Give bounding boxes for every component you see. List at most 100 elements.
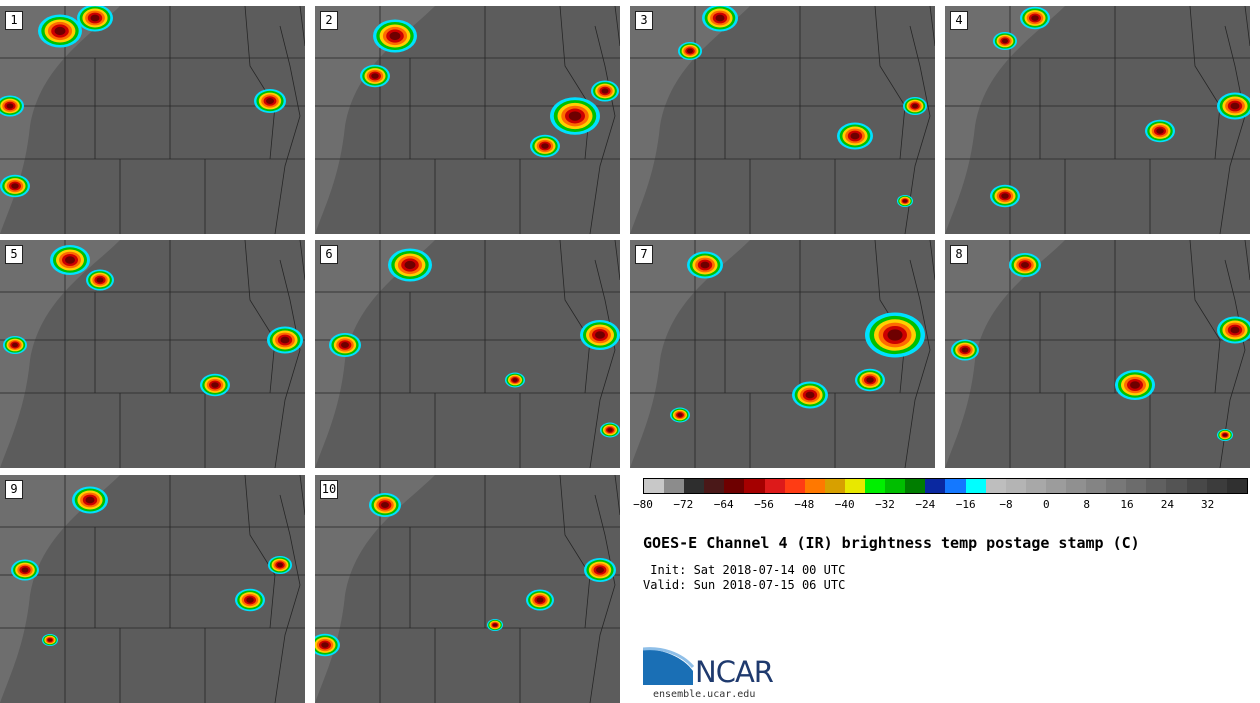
cloud-cover [315,6,435,234]
storm-cell [951,339,979,361]
storm-contour [715,14,725,22]
member-panel-4: 4 [945,6,1250,234]
cloud-cover [630,6,750,234]
state-boundary [274,25,301,234]
state-boundary [244,240,276,394]
storm-cell [38,14,82,48]
member-panel-7: 7 [630,240,935,468]
satellite-map [0,475,305,703]
storm-cell [72,486,108,514]
state-boundary [904,259,931,468]
state-boundary [1219,25,1246,234]
colorbar-tick: −64 [713,498,734,511]
colorbar-swatch [764,479,785,493]
storm-contour [90,14,100,22]
colorbar-swatch [724,479,745,493]
panel-number: 10 [320,480,338,499]
colorbar-tick: −24 [915,498,936,511]
cloud-cover [315,475,435,703]
storm-cell [1009,253,1041,277]
panel-number: 8 [950,245,968,264]
state-boundary [614,475,620,516]
storm-contour [85,496,95,504]
colorbar-swatch [945,479,966,493]
storm-contour [1021,262,1029,268]
storm-contour [541,143,549,149]
state-boundary [1189,6,1221,160]
storm-contour [687,48,693,54]
state-boundary [559,475,591,629]
storm-contour [512,378,518,382]
colorbar-swatch [1065,479,1087,493]
storm-cell [329,333,361,357]
storm-contour [96,277,104,283]
colorbar-tick: 32 [1201,498,1215,511]
storm-contour [493,623,497,627]
storm-contour [280,336,290,344]
colorbar-swatch [1166,479,1187,493]
state-boundary [904,25,931,234]
satellite-map [315,475,620,703]
colorbar-tick: 24 [1160,498,1174,511]
colorbar-swatch [644,479,665,493]
storm-cell [3,336,27,354]
colorbar-swatch [905,479,926,493]
colorbar-tick: −80 [633,498,653,511]
storm-cell [373,19,417,53]
storm-cell [487,619,503,631]
colorbar-swatch [844,479,866,493]
colorbar-tick: −72 [673,498,694,511]
ncar-logo-icon [643,647,695,685]
satellite-map [945,240,1250,468]
colorbar-tick: −48 [794,498,815,511]
storm-contour [65,256,75,264]
storm-contour [246,597,254,603]
storm-contour [1230,326,1240,334]
storm-contour [912,103,918,109]
storm-contour [266,98,274,104]
storm-cell [268,556,292,574]
storm-contour [54,26,66,36]
storm-contour [381,502,389,508]
storm-contour [12,342,18,348]
state-boundary [244,6,276,160]
storm-contour [6,103,14,109]
colorbar-swatch [1186,479,1207,493]
storm-contour [903,199,907,203]
state-boundary [589,494,616,703]
colorbar-swatch [1045,479,1066,493]
cloud-cover [0,6,120,234]
storm-cell [86,269,114,291]
state-boundary [589,259,616,468]
storm-cell [792,381,828,409]
storm-cell [600,422,620,438]
member-panel-8: 8 [945,240,1250,468]
panel-number: 3 [635,11,653,30]
member-panel-1: 1 [0,6,305,234]
state-boundary [929,240,935,281]
state-boundary [929,6,935,47]
storm-contour [677,413,683,417]
storm-cell [687,251,723,279]
state-boundary [614,6,620,47]
colorbar-swatch [1226,479,1247,493]
colorbar-tick: 16 [1120,498,1134,511]
logo-url: ensemble.ucar.edu [653,689,756,700]
member-panel-2: 2 [315,6,620,234]
storm-contour [321,642,329,648]
storm-cell [0,174,30,198]
satellite-map [0,240,305,468]
storm-cell [670,407,690,423]
state-boundary [589,25,616,234]
state-boundary [1219,259,1246,468]
colorbar-ticks: −80 −72 −64 −56 −48 −40 −32 −24 −16 −8 0… [633,498,1248,512]
state-boundary [244,475,276,629]
storm-contour [1130,381,1140,389]
colorbar-tick: −56 [754,498,774,511]
member-panel-5: 5 [0,240,305,468]
colorbar [643,478,1248,494]
init-time: Init: Sat 2018-07-14 00 UTC [643,563,846,577]
panel-number: 1 [5,11,23,30]
colorbar-swatch [925,479,946,493]
storm-contour [1002,38,1008,44]
